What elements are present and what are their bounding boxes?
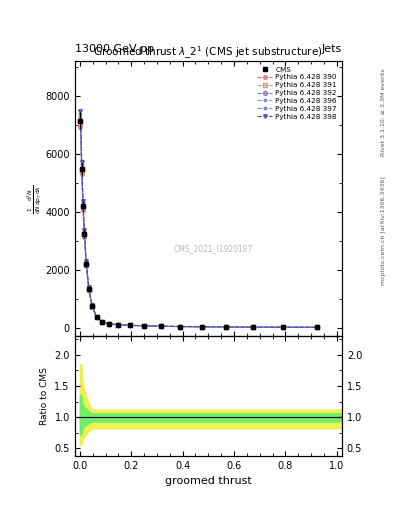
X-axis label: groomed thrust: groomed thrust: [165, 476, 252, 486]
Text: 13000 GeV pp: 13000 GeV pp: [75, 44, 154, 54]
Text: mcplots.cern.ch [arXiv:1306.3436]: mcplots.cern.ch [arXiv:1306.3436]: [381, 176, 386, 285]
Legend: CMS, Pythia 6.428 390, Pythia 6.428 391, Pythia 6.428 392, Pythia 6.428 396, Pyt: CMS, Pythia 6.428 390, Pythia 6.428 391,…: [255, 65, 338, 121]
Title: Groomed thrust $\lambda\_2^1$ (CMS jet substructure): Groomed thrust $\lambda\_2^1$ (CMS jet s…: [94, 45, 323, 61]
Y-axis label: $\frac{1}{\mathrm{d}N}\frac{\mathrm{d}^2N}{\mathrm{d}p_T\,\mathrm{d}\lambda}$: $\frac{1}{\mathrm{d}N}\frac{\mathrm{d}^2…: [26, 184, 44, 214]
Text: Jets: Jets: [321, 44, 342, 54]
Y-axis label: Ratio to CMS: Ratio to CMS: [40, 367, 49, 425]
Text: CMS_2021_I1920187: CMS_2021_I1920187: [174, 244, 253, 253]
Text: Rivet 3.1.10, ≥ 3.3M events: Rivet 3.1.10, ≥ 3.3M events: [381, 69, 386, 157]
